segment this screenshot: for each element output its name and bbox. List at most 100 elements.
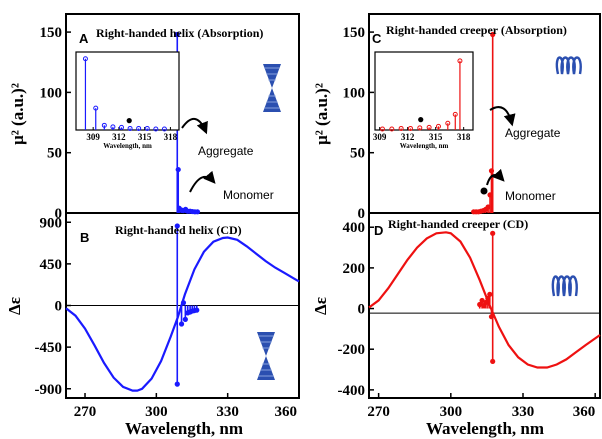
panel-c-inset-point bbox=[417, 125, 423, 131]
panel-a-inset-point bbox=[161, 126, 167, 132]
panel-c-inset-monomer-dot bbox=[418, 117, 424, 123]
panel-c-plot: 0 50 100 150 309 312 315 318 Wavelength, nm bbox=[343, 25, 496, 222]
panel-b-ytick-label: 900 bbox=[40, 215, 63, 231]
panel-d-xtick-label: 300 bbox=[440, 404, 463, 420]
panel-a-ytick-label: 150 bbox=[40, 25, 63, 41]
panel-c-monomer-dot bbox=[480, 187, 488, 195]
aggregate-arrow-c bbox=[489, 106, 516, 127]
panel-a-inset-monomer-dot bbox=[126, 118, 132, 124]
panel-d-stick-point bbox=[490, 230, 496, 236]
panel-a-inset-point bbox=[153, 126, 159, 132]
panel-c-ytick-label: 150 bbox=[343, 25, 366, 41]
panel-c-inset-point bbox=[457, 58, 463, 64]
panel-d-xlabel: Wavelength, nm bbox=[426, 419, 544, 438]
panel-c-inset-point bbox=[452, 111, 458, 117]
panel-b-stick-point bbox=[194, 307, 200, 313]
panel-c-ytick-label: 0 bbox=[358, 206, 366, 222]
panel-b-letter: B bbox=[80, 230, 89, 245]
panel-c-inset-point bbox=[426, 124, 432, 130]
panel-b-xtick-label: 300 bbox=[145, 404, 168, 420]
panel-c-aggregate-label: Aggregate bbox=[505, 126, 561, 140]
panel-a-stick-point bbox=[175, 166, 181, 173]
helix-icon bbox=[263, 64, 281, 112]
panel-c-inset-xtick-label: 318 bbox=[457, 132, 471, 142]
panel-d-stick-point bbox=[490, 358, 496, 365]
panel-d-cd-curve bbox=[368, 231, 601, 369]
panel-b-stick-point bbox=[182, 316, 188, 322]
panel-b-stick-point bbox=[174, 381, 180, 387]
panel-c-inset-point bbox=[445, 120, 451, 126]
panel-a-inset-point bbox=[82, 56, 88, 62]
monomer-arrow-c bbox=[486, 168, 505, 186]
panel-d-ytick-label: 0 bbox=[358, 302, 366, 318]
panel-d-xtick-label: 270 bbox=[367, 404, 390, 420]
panel-b-title: Right-handed helix (CD) bbox=[115, 223, 242, 237]
panel-c-inset-xlabel: Wavelength, nm bbox=[400, 142, 449, 150]
panel-b-xtick-label: 270 bbox=[74, 404, 97, 420]
panel-c-title: Right-handed creeper (Absorption) bbox=[386, 23, 567, 37]
panel-c-ytick-label: 100 bbox=[343, 85, 366, 101]
panel-a-stick-point bbox=[174, 31, 180, 38]
panel-a-inset-point bbox=[127, 125, 133, 131]
panel-b-stick-point bbox=[180, 300, 187, 306]
panel-c-inset-xtick-label: 312 bbox=[401, 132, 415, 142]
panel-c-ytick-label: 50 bbox=[350, 146, 365, 162]
panel-a-inset-xtick-label: 318 bbox=[164, 132, 178, 142]
panel-d-stick-point bbox=[477, 301, 483, 308]
panel-a-inset-point bbox=[136, 125, 142, 131]
panel-d-title: Right-handed creeper (CD) bbox=[388, 217, 528, 231]
helix-icon bbox=[257, 332, 275, 380]
panel-a-inset-point bbox=[118, 124, 124, 130]
panel-b-xtick-label: 330 bbox=[216, 404, 239, 420]
panel-a-title: Right-handed helix (Absorption) bbox=[96, 26, 263, 40]
panel-a-inset-point bbox=[110, 124, 116, 130]
panel-c-inset-point bbox=[379, 126, 385, 132]
panel-d-plot: -400 -200 0 200 400 270 300 330 360 bbox=[338, 220, 601, 420]
panel-d-stick-point bbox=[487, 291, 493, 297]
panel-c-monomer-label: Monomer bbox=[505, 189, 556, 203]
panel-d-ytick-label: 400 bbox=[343, 220, 366, 236]
coil-spring-icon bbox=[555, 56, 582, 75]
panel-b-ytick-label: -900 bbox=[35, 382, 63, 398]
panel-a-plot: 0 50 100 150 309 312 315 318 Wavelength, nm bbox=[40, 25, 201, 222]
panel-b-ytick-label: 450 bbox=[40, 257, 63, 273]
panel-c-ylabel: μ² (a.u.)² bbox=[312, 83, 331, 145]
panel-a-stick-point bbox=[194, 209, 201, 215]
panel-b-ylabel: Δε bbox=[5, 297, 24, 315]
panel-d-stick-point bbox=[488, 314, 495, 320]
panel-a-aggregate-label: Aggregate bbox=[198, 144, 254, 158]
panel-a-monomer-label: Monomer bbox=[223, 188, 274, 202]
panel-d-ytick-label: -400 bbox=[338, 383, 366, 399]
panel-a-ylabel: μ² (a.u.)² bbox=[8, 83, 27, 145]
panel-b-xtick-label: 360 bbox=[275, 404, 298, 420]
panel-c-inset-point bbox=[398, 125, 404, 131]
panel-b-plot: -900 -450 0 450 900 270 300 330 360 bbox=[35, 215, 300, 420]
panel-c-stick-point bbox=[490, 31, 496, 38]
panel-d-ylabel: Δε bbox=[311, 297, 330, 315]
aggregate-arrow-a bbox=[181, 118, 208, 135]
panel-b-xlabel: Wavelength, nm bbox=[125, 419, 243, 438]
panel-d-ytick-label: -200 bbox=[338, 342, 366, 358]
panel-a-inset-point bbox=[144, 125, 150, 131]
panel-b-ytick-label: 0 bbox=[55, 299, 63, 315]
panel-d-xtick-label: 330 bbox=[512, 404, 535, 420]
panel-d-ytick-label: 200 bbox=[343, 261, 366, 277]
panel-b-ytick-label: -450 bbox=[35, 340, 63, 356]
panel-c-inset-point bbox=[407, 125, 413, 131]
monomer-arrow-a bbox=[189, 170, 216, 193]
panel-c-inset-frame bbox=[374, 51, 474, 131]
panel-a-inset-xtick-label: 315 bbox=[138, 132, 152, 142]
panel-d-frame bbox=[368, 212, 601, 399]
panel-a-inset-xtick-label: 312 bbox=[112, 132, 126, 142]
panel-d-xtick-label: 360 bbox=[573, 404, 596, 420]
panel-c-inset-xtick-label: 309 bbox=[373, 132, 387, 142]
panel-a-ytick-label: 0 bbox=[55, 206, 63, 222]
panel-a-ytick-label: 50 bbox=[47, 146, 62, 162]
panel-a-inset-point bbox=[101, 122, 107, 128]
panel-c-inset-xtick-label: 315 bbox=[429, 132, 443, 142]
panel-a-inset-xtick-label: 309 bbox=[86, 132, 100, 142]
panel-d-letter: D bbox=[374, 223, 383, 238]
panel-a-inset-frame bbox=[75, 51, 180, 131]
panel-d-stick-point bbox=[479, 297, 485, 304]
